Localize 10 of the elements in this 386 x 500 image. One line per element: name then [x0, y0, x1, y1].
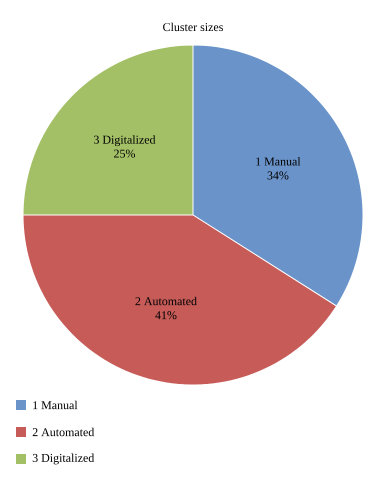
chart-title: Cluster sizes — [163, 22, 223, 32]
data-label: 34% — [268, 171, 288, 180]
slice-label: 3 Digitalized — [94, 135, 156, 146]
slice-label: 2 Automated — [135, 296, 197, 306]
data-label: 41% — [155, 311, 177, 320]
legend-label: 3 Digitalized — [32, 454, 94, 464]
legend-label: 1 Manual — [33, 400, 78, 410]
slice-label: 1 Manual — [256, 157, 300, 166]
legend-label: 2 Automated — [32, 428, 94, 436]
data-label: 25% — [114, 150, 136, 158]
